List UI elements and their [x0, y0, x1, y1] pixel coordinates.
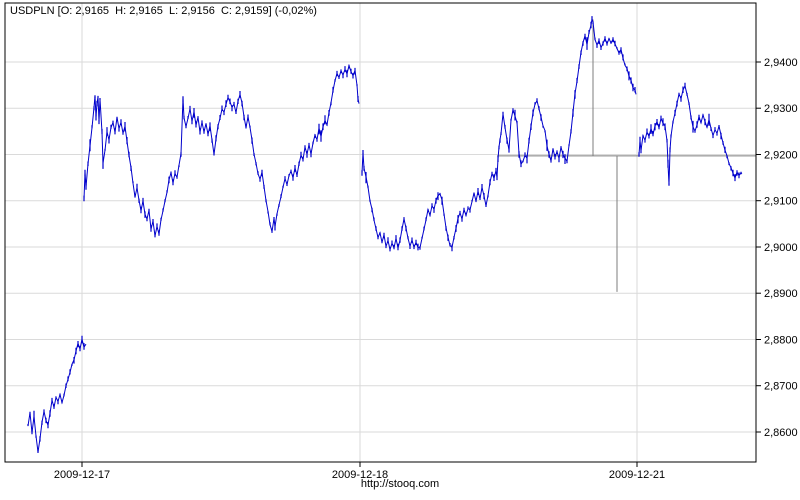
y-tick-label: 2,8900 [764, 288, 798, 300]
series-bars [27, 335, 85, 453]
y-tick-label: 2,9100 [764, 196, 798, 208]
series-line [27, 339, 87, 453]
x-tick-label: 2009-12-17 [54, 469, 110, 481]
y-tick-label: 2,9000 [764, 242, 798, 254]
series-bars [83, 64, 359, 238]
y-tick-label: 2,8600 [764, 427, 798, 439]
plot-border [4, 2, 757, 463]
y-axis: 2,9400 2,9300 2,9200 2,9100 2,9000 2,8900 2,88… [756, 57, 798, 439]
gridlines [5, 3, 756, 462]
source-url: http://stooq.com [360, 478, 440, 490]
y-tick-label: 2,9300 [764, 103, 798, 115]
price-series [27, 16, 743, 453]
chart-title: USDPLN [O: 2,9165 H: 2,9165 L: 2,9156 C:… [10, 5, 317, 17]
reference-lines [497, 19, 756, 292]
series-line [83, 63, 360, 236]
y-tick-label: 2,8700 [764, 381, 798, 393]
x-tick-label: 2009-12-18 [332, 469, 388, 481]
plot-border-rect [4, 2, 757, 463]
x-axis: 2009-12-17 2009-12-18 2009-12-21 [54, 462, 665, 481]
y-tick-label: 2,8800 [764, 335, 798, 347]
series-bars [361, 16, 636, 252]
y-tick-label: 2,9200 [764, 150, 798, 162]
x-tick-label: 2009-12-21 [609, 469, 665, 481]
y-tick-label: 2,9400 [764, 57, 798, 69]
series-bars [638, 82, 742, 186]
series-line [361, 18, 637, 252]
series-line [638, 84, 743, 185]
